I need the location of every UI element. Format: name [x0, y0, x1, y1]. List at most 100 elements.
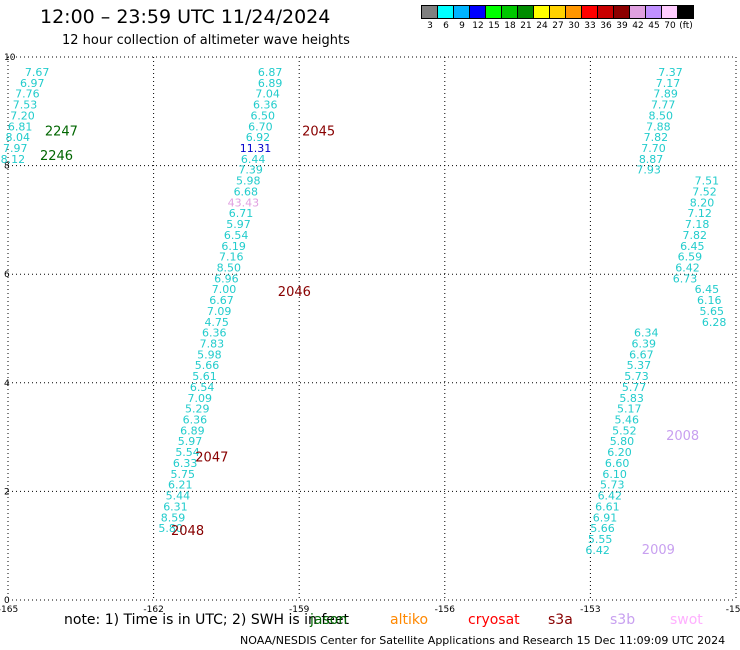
wave-height-label: 6.54: [224, 229, 249, 242]
wave-height-label: 6.10: [602, 468, 627, 481]
wave-height-label: 6.42: [675, 261, 700, 274]
pass-time-label: 2048: [171, 524, 204, 539]
x-tick-label: -165: [0, 605, 18, 615]
wave-height-label: 6.89: [180, 424, 205, 437]
wave-height-label: 4.75: [204, 316, 229, 329]
chart-subtitle: 12 hour collection of altimeter wave hei…: [62, 33, 350, 48]
wave-height-label: 7.52: [692, 185, 717, 198]
wave-height-label: 5.97: [178, 435, 203, 448]
wave-height-label: 7.88: [646, 120, 671, 133]
legend-cryosat: cryosat: [468, 612, 520, 628]
wave-height-label: 7.83: [200, 338, 225, 351]
wave-height-label: 6.19: [221, 240, 246, 253]
wave-height-label: 6.87: [258, 66, 283, 79]
wave-height-label: 5.46: [615, 414, 640, 427]
scale-label: (ft): [679, 21, 693, 31]
color-scale-labels: 3 6 9 12 15 18 21 24 27 30 33 36 39 42 45 70 (ft): [422, 21, 694, 31]
x-tick-label: -156: [435, 605, 456, 615]
x-tick-label: -162: [143, 605, 163, 615]
wave-height-label: 5.61: [192, 370, 217, 383]
scale-label: 42: [632, 21, 644, 31]
scale-label: 27: [552, 21, 564, 31]
wave-height-label: 5.29: [185, 403, 210, 416]
pass-time-label: 2247: [45, 125, 78, 140]
scale-label: 39: [616, 21, 628, 31]
y-tick-label: 2: [4, 487, 10, 497]
legend-jason: jason: [310, 612, 348, 628]
x-tick-label: -159: [289, 605, 310, 615]
wave-height-label: 6.42: [598, 490, 623, 503]
wave-height-label: 5.98: [236, 175, 261, 188]
wave-height-label: 6.50: [251, 109, 276, 122]
scale-swatch: [677, 5, 694, 19]
wave-height-label: 5.97: [226, 218, 251, 231]
pass-time-label: 2046: [278, 285, 311, 300]
pass-time-label: 2045: [302, 125, 335, 140]
scale-label: 33: [584, 21, 596, 31]
wave-height-label: 7.82: [682, 229, 707, 242]
wave-height-label: 7.20: [10, 109, 35, 122]
wave-height-label: 7.17: [656, 77, 681, 90]
wave-height-label: 7.04: [255, 88, 280, 101]
wave-height-label: 6.70: [248, 120, 273, 133]
wave-height-label: 5.44: [166, 490, 191, 503]
wave-height-label: 5.66: [195, 359, 220, 372]
scale-label: 70: [664, 21, 676, 31]
wave-height-label: 7.82: [644, 131, 669, 144]
credit-line: NOAA/NESDIS Center for Satellite Applica…: [240, 634, 726, 647]
scale-label: 21: [520, 21, 532, 31]
wave-height-label: 43.43: [228, 196, 260, 209]
wave-height-label: 7.39: [238, 164, 263, 177]
wave-height-label: 8.59: [161, 511, 186, 524]
wave-height-label: 5.83: [619, 392, 644, 405]
wave-height-label: 7.51: [695, 175, 720, 188]
wave-height-label: 8.50: [649, 109, 674, 122]
wave-height-label: 6.28: [702, 316, 727, 329]
wave-height-label: 7.67: [25, 66, 50, 79]
y-tick-label: 8: [4, 162, 10, 172]
scale-label: 3: [427, 21, 433, 31]
wave-height-label: 7.89: [653, 88, 678, 101]
pass-time-label: 2047: [195, 451, 228, 466]
scale-label: 30: [568, 21, 580, 31]
wave-height-label: 5.55: [588, 533, 613, 546]
wave-height-label: 7.18: [685, 218, 710, 231]
wave-height-label: 7.16: [219, 251, 244, 264]
wave-height-label: 7.53: [13, 99, 38, 112]
scale-label: 24: [536, 21, 548, 31]
footer-note: note: 1) Time is in UTC; 2) SWH is in fe…: [64, 612, 350, 628]
pass-time-label: 2246: [40, 149, 73, 164]
x-tick-label: -153: [580, 605, 600, 615]
scale-label: 45: [648, 21, 660, 31]
wave-height-label: 5.77: [622, 381, 647, 394]
wave-height-label: 5.66: [590, 522, 615, 535]
wave-height-label: 6.42: [585, 544, 610, 557]
wave-height-label: 6.20: [607, 446, 632, 459]
wave-height-label: 8.04: [5, 131, 30, 144]
x-tick-label: -150: [726, 605, 740, 615]
wave-height-label: 6.36: [253, 99, 278, 112]
y-tick-label: 4: [4, 379, 10, 389]
wave-height-label: 6.33: [173, 457, 198, 470]
scale-label: 6: [443, 21, 449, 31]
wave-height-label: 8.20: [690, 196, 715, 209]
wave-height-label: 11.31: [240, 142, 272, 155]
scale-label: 18: [504, 21, 516, 31]
wave-height-label: 6.39: [632, 338, 657, 351]
color-scale-bar: [421, 5, 694, 19]
wave-height-label: 6.45: [680, 240, 705, 253]
wave-height-label: 6.97: [20, 77, 45, 90]
pass-time-label: 2009: [642, 543, 675, 558]
wave-height-label: 8.87: [639, 153, 664, 166]
wave-height-label: 6.31: [163, 500, 188, 513]
scale-label: 12: [472, 21, 484, 31]
wave-height-label: 5.65: [699, 305, 724, 318]
wave-height-label: 5.98: [197, 348, 222, 361]
wave-height-label: 5.17: [617, 403, 642, 416]
wave-height-label: 8.50: [217, 261, 242, 274]
wave-height-label: 7.76: [15, 88, 40, 101]
wave-height-label: 5.80: [610, 435, 635, 448]
wave-height-label: 6.73: [673, 272, 698, 285]
wave-height-label: 6.71: [229, 207, 254, 220]
wave-height-label: 6.60: [605, 457, 630, 470]
